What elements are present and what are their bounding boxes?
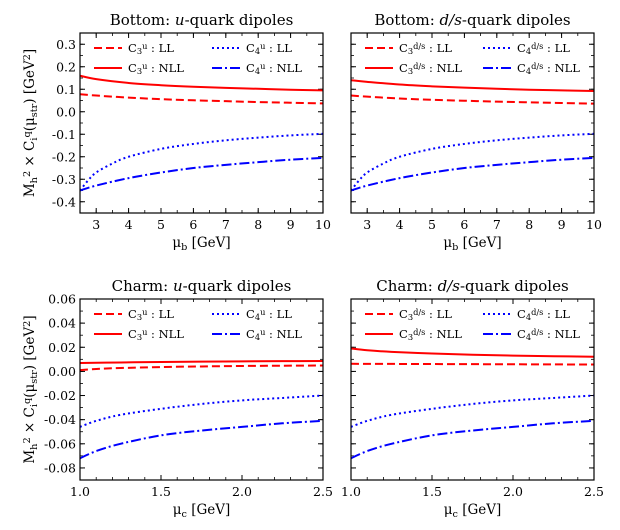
legend-label: C3d/s : NLL — [399, 327, 462, 342]
x-tick-label: 2.5 — [313, 484, 333, 499]
plot-frame — [350, 32, 595, 214]
y-tick-label: 0.00 — [48, 364, 76, 379]
legend-label: C4u : LL — [246, 41, 292, 56]
x-axis-label: μc [GeV] — [173, 502, 231, 520]
legend: C3u : LL C3u : NLL C4u : LL C4u : NLL — [94, 41, 302, 76]
series-line — [80, 360, 323, 364]
x-axis-label: μb [GeV] — [172, 235, 230, 253]
y-tick-label: 0.3 — [56, 37, 76, 52]
legend-label: C3u : NLL — [128, 327, 184, 342]
y-tick-label: 0.04 — [48, 316, 76, 331]
legend-label: C4u : NLL — [246, 327, 302, 342]
x-tick-label: 1.5 — [151, 484, 171, 499]
y-tick-label: -0.2 — [52, 149, 76, 164]
legend: C3u : LL C3u : NLL C4u : LL C4u : NLL — [94, 307, 302, 342]
x-tick-label: 6 — [189, 217, 197, 232]
plot-frame — [79, 32, 324, 214]
y-tick-label: -0.08 — [44, 460, 76, 475]
x-tick-label: 5 — [157, 217, 165, 232]
y-tick-label: 0.2 — [56, 59, 76, 74]
series-line — [351, 419, 594, 460]
x-tick-label: 1.5 — [422, 484, 442, 499]
x-tick-label: 3 — [92, 217, 100, 232]
series-line — [80, 394, 323, 428]
x-axis-label: μc [GeV] — [444, 502, 502, 520]
x-tick-label: 2.0 — [232, 484, 252, 499]
y-tick-label: -0.4 — [52, 194, 76, 209]
legend: C3d/s : LL C3d/s : NLL C4d/s : LL C4d/s : N… — [365, 307, 580, 342]
series-line — [80, 74, 323, 92]
series-line — [80, 364, 323, 372]
legend-label: C4d/s : NLL — [517, 327, 580, 342]
x-tick-label: 6 — [460, 217, 468, 232]
series-line — [80, 419, 323, 460]
legend-label: C4d/s : LL — [517, 307, 570, 322]
series-line — [351, 94, 594, 105]
y-axis-label: Mh2 × Ciq(μstr) [GeV2] — [22, 49, 40, 197]
series-line — [351, 394, 594, 428]
x-tick-label: 8 — [254, 217, 262, 232]
series-line — [351, 347, 594, 358]
y-tick-label: -0.02 — [44, 388, 76, 403]
x-tick-label: 3 — [363, 217, 371, 232]
chart-title: Bottom: d/s-quark dipoles — [374, 11, 570, 29]
x-tick-label: 10 — [586, 217, 602, 232]
x-tick-label: 1.0 — [341, 484, 361, 499]
x-axis-label: μb [GeV] — [443, 235, 501, 253]
x-tick-label: 8 — [525, 217, 533, 232]
legend-label: C4d/s : NLL — [517, 61, 580, 76]
y-tick-label: 0.0 — [56, 104, 76, 119]
legend-label: C3u : NLL — [128, 61, 184, 76]
series-line — [80, 132, 323, 192]
x-tick-label: 5 — [428, 217, 436, 232]
x-tick-label: 9 — [287, 217, 295, 232]
chart-panel-4: Charm: d/s-quark dipoles 1.0 1.5 2.0 2.5 C3d/… — [341, 277, 604, 520]
x-tick-label: 7 — [493, 217, 501, 232]
y-tick-label: -0.04 — [44, 412, 76, 427]
x-tick-label: 7 — [222, 217, 230, 232]
legend-label: C3d/s : NLL — [399, 61, 462, 76]
legend-label: C3u : LL — [128, 41, 174, 56]
series-line — [80, 93, 323, 105]
chart-panel-2: Bottom: d/s-quark dipoles 3 4 5 6 7 8 9 10 C3d/s … — [350, 11, 602, 253]
x-tick-label: 4 — [125, 217, 133, 232]
x-tick-label: 9 — [558, 217, 566, 232]
series-line — [351, 79, 594, 93]
legend-label: C3u : LL — [128, 307, 174, 322]
y-tick-label: 0.1 — [56, 82, 76, 97]
series-line — [80, 156, 323, 192]
legend: C3d/s : LL C3d/s : NLL C4d/s : LL C4d/s : N… — [365, 41, 580, 76]
plot-frame — [350, 298, 595, 481]
legend-label: C3d/s : LL — [399, 307, 452, 322]
y-axis-label: Mh2 × Ciq(μstr) [GeV2] — [22, 315, 40, 463]
x-tick-label: 2.5 — [584, 484, 604, 499]
chart-panel-1: Bottom: u-quark dipoles -0.4 -0.3 -0.2 -0.1 0… — [22, 11, 331, 253]
x-tick-label: 2.0 — [503, 484, 523, 499]
series-line — [351, 156, 594, 192]
legend-label: C3d/s : LL — [399, 41, 452, 56]
x-tick-label: 4 — [396, 217, 404, 232]
y-tick-label: 0.06 — [48, 292, 76, 307]
series-line — [351, 362, 594, 366]
legend-label: C4u : LL — [246, 307, 292, 322]
chart-title: Charm: u-quark dipoles — [112, 277, 292, 295]
x-tick-label: 1.0 — [70, 484, 90, 499]
series-line — [351, 132, 594, 192]
legend-label: C4u : NLL — [246, 61, 302, 76]
y-tick-label: -0.06 — [44, 436, 76, 451]
legend-label: C4d/s : LL — [517, 41, 570, 56]
chart-panel-3: Charm: u-quark dipoles -0.08 -0.06 -0.04 -0.… — [22, 277, 333, 520]
plot-frame — [79, 298, 324, 481]
y-tick-label: 0.02 — [48, 340, 76, 355]
y-tick-label: -0.1 — [52, 127, 76, 142]
x-tick-label: 10 — [315, 217, 331, 232]
chart-title: Bottom: u-quark dipoles — [110, 11, 294, 29]
chart-title: Charm: d/s-quark dipoles — [376, 277, 568, 295]
y-tick-label: -0.3 — [52, 172, 76, 187]
